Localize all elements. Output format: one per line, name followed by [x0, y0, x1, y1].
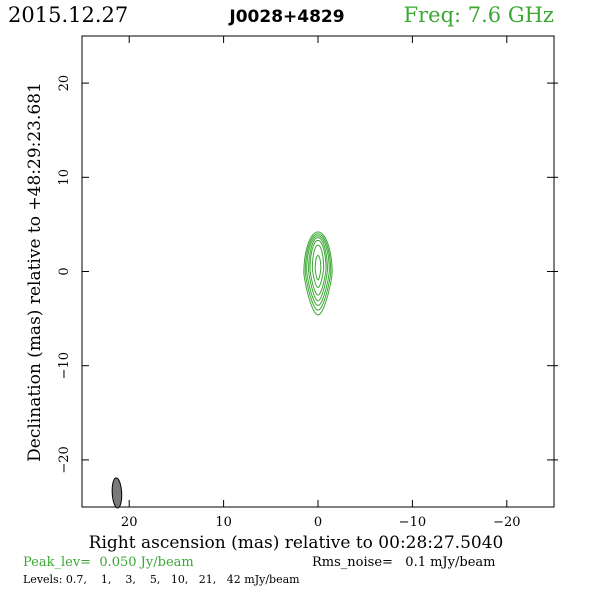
contour-level-0_7	[303, 231, 333, 316]
y-tick-label: 0	[57, 267, 72, 275]
x-tick-label: 20	[121, 515, 138, 530]
beam-ellipse	[111, 477, 123, 509]
levels-text: Levels: 0.7, 1, 3, 5, 10, 21, 42 mJy/bea…	[23, 573, 300, 586]
rms-noise-text: Rms_noise= 0.1 mJy/beam	[312, 555, 495, 570]
axis-tick-labels: 20 10 0 −10 −20 20 10 0 −10 −20	[57, 75, 521, 530]
axis-ticks	[82, 36, 558, 507]
y-tick-label: 20	[57, 75, 72, 92]
x-axis-label: Right ascension (mas) relative to 00:28:…	[89, 533, 504, 553]
contour-level-21	[311, 244, 325, 289]
y-tick-label: −20	[57, 446, 72, 473]
contour-level-1	[304, 233, 332, 311]
contour-level-5	[308, 237, 328, 302]
x-tick-label: −10	[399, 515, 426, 530]
contour-lines	[303, 231, 333, 316]
contour-level-10	[309, 239, 327, 296]
source-name: J0028+4829	[228, 7, 344, 27]
contour-level-42	[314, 254, 322, 281]
y-axis-label: Declination (mas) relative to +48:29:23.…	[25, 82, 45, 462]
observation-date: 2015.12.27	[8, 3, 128, 27]
beam-shape	[111, 477, 123, 509]
contour-level-3	[306, 235, 330, 306]
plot-frame	[81, 35, 555, 508]
x-tick-label: −20	[493, 515, 520, 530]
frequency-label: Freq: 7.6 GHz	[404, 3, 554, 27]
y-tick-label: 10	[57, 169, 72, 186]
y-tick-label: −10	[57, 352, 72, 379]
x-tick-label: 10	[215, 515, 232, 530]
x-tick-label: 0	[314, 515, 322, 530]
peak-level-text: Peak_lev= 0.050 Jy/beam	[23, 555, 194, 570]
